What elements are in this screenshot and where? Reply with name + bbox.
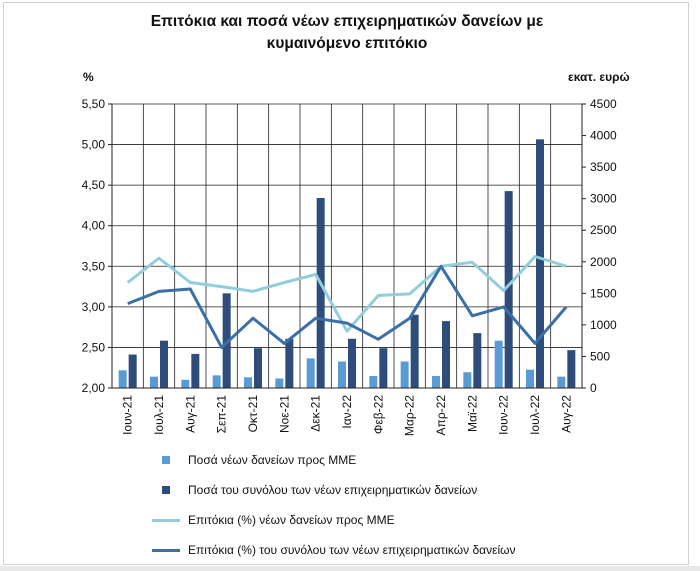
bar [526, 369, 534, 388]
legend-label: Ποσά του συνόλου των νέων επιχειρηματικώ… [188, 483, 478, 497]
legend-swatch [152, 518, 180, 522]
category-label: Μαρ-22 [403, 395, 417, 436]
left-axis-unit: % [83, 70, 94, 84]
bar [348, 338, 356, 388]
legend-item: Ποσά νέων δανείων προς ΜΜΕ [152, 445, 516, 475]
bar [410, 314, 419, 388]
bar [432, 376, 440, 388]
bar [191, 353, 200, 388]
legend-line-marker [152, 548, 180, 552]
category-label: Σεπ-21 [215, 395, 229, 434]
left-tick-label: 3,50 [82, 259, 106, 273]
right-tick-label: 3000 [590, 192, 617, 206]
bar [118, 370, 127, 388]
chart-frame: Επιτόκια και ποσά νέων επιχειρηματικών δ… [3, 2, 689, 565]
bar [128, 354, 137, 388]
bar [557, 376, 566, 388]
legend-swatch [152, 548, 180, 552]
bar [150, 376, 158, 388]
category-label: Απρ-22 [434, 395, 448, 436]
legend-item: Επιτόκια (%) του συνόλου των νέων επιχει… [152, 535, 516, 565]
category-label: Οκτ-21 [246, 395, 260, 433]
chart-title: Επιτόκια και ποσά νέων επιχειρηματικών δ… [4, 11, 690, 55]
chart-legend: Ποσά νέων δανείων προς ΜΜΕ Ποσά του συνόλ… [152, 445, 516, 565]
category-label: Φεβ-22 [371, 395, 385, 434]
category-label: Αυγ-22 [559, 395, 573, 433]
category-label: Αυγ-21 [183, 395, 197, 433]
category-label: Ιουλ-21 [152, 395, 166, 435]
bar [181, 379, 190, 388]
left-tick-label: 2,00 [82, 381, 106, 395]
legend-swatch [152, 486, 180, 494]
right-tick-label: 2500 [590, 223, 617, 237]
bar [473, 333, 482, 388]
legend-label: Ποσά νέων δανείων προς ΜΜΕ [188, 453, 357, 467]
right-tick-label: 4500 [590, 97, 617, 111]
bar [275, 378, 284, 388]
legend-bar-marker [162, 456, 170, 464]
series-line [127, 264, 568, 349]
bar [244, 377, 252, 388]
legend-label: Επιτόκια (%) του συνόλου των νέων επιχει… [188, 543, 516, 557]
bar [285, 338, 294, 388]
left-tick-label: 5,00 [82, 138, 106, 152]
right-tick-label: 1500 [590, 286, 617, 300]
bar [160, 340, 168, 388]
axes: 2,00 2,50 3,00 3,50 4,00 4,50 5,00 5,50 0 500 1000… [82, 97, 617, 436]
left-tick-label: 2,50 [82, 340, 106, 354]
legend-line-marker [152, 518, 180, 522]
right-tick-label: 3500 [590, 160, 617, 174]
bar [254, 348, 262, 388]
category-label: Ιουν-22 [497, 395, 511, 435]
bar [463, 372, 472, 388]
left-tick-label: 4,50 [82, 178, 106, 192]
bar [306, 358, 315, 388]
category-label: Ιαν-22 [340, 395, 354, 429]
bars [118, 139, 576, 388]
lines [126, 255, 568, 349]
right-tick-label: 4000 [590, 129, 617, 143]
left-tick-label: 3,00 [82, 300, 106, 314]
bar [400, 361, 409, 388]
right-tick-label: 2000 [590, 255, 617, 269]
bar [316, 198, 325, 388]
category-label: Νοε-21 [277, 395, 291, 433]
left-tick-label: 4,00 [82, 219, 106, 233]
bar [369, 376, 378, 388]
series-line [126, 255, 567, 333]
bar [494, 340, 503, 388]
bar [536, 139, 544, 388]
legend-item: Ποσά του συνόλου των νέων επιχειρηματικώ… [152, 475, 516, 505]
left-tick-label: 5,50 [82, 97, 106, 111]
category-label: Ιουν-21 [121, 395, 135, 435]
bottom-strip [0, 566, 700, 571]
bar [442, 321, 450, 388]
category-label: Δεκ-21 [309, 395, 323, 432]
right-axis-unit: εκατ. ευρώ [568, 70, 630, 84]
bar [567, 350, 576, 388]
right-tick-label: 0 [590, 381, 597, 395]
bar [379, 348, 388, 388]
right-tick-label: 500 [590, 349, 610, 363]
category-label: Ιουλ-22 [528, 395, 542, 435]
legend-label: Επιτόκια (%) νέων δανείων προς ΜΜΕ [188, 513, 395, 527]
chart-title-line-1: Επιτόκια και ποσά νέων επιχειρηματικών δ… [150, 13, 544, 30]
chart-title-line-2: κυμαινόμενο επιτόκιο [266, 35, 428, 52]
legend-bar-marker [162, 486, 170, 494]
bar [212, 375, 221, 388]
right-tick-label: 1000 [590, 318, 617, 332]
bar [504, 191, 513, 388]
bar [338, 361, 346, 388]
legend-swatch [152, 456, 180, 464]
bar [222, 293, 231, 388]
legend-item: Επιτόκια (%) νέων δανείων προς ΜΜΕ [152, 505, 516, 535]
category-label: Μαϊ-22 [465, 395, 479, 432]
